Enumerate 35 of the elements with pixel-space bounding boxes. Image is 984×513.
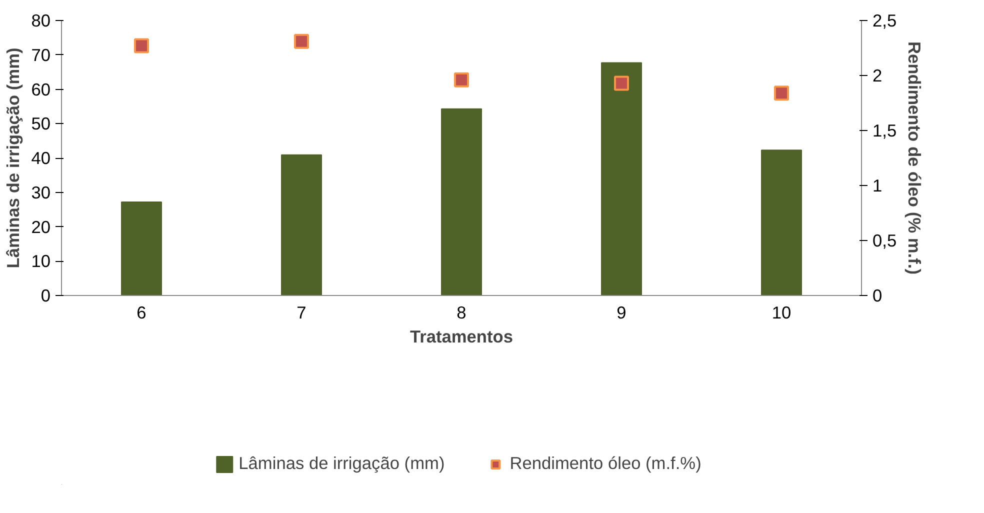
y-tick-label: 80 bbox=[31, 10, 51, 30]
x-axis-title: Tratamentos bbox=[410, 326, 514, 346]
point bbox=[614, 76, 629, 91]
y-tick-label: 40 bbox=[31, 148, 51, 168]
point bbox=[294, 34, 309, 49]
point bbox=[134, 38, 149, 54]
bar bbox=[601, 62, 642, 296]
y2-tick-label: 0,5 bbox=[872, 230, 897, 250]
bar bbox=[761, 150, 802, 296]
y-tick-label: 30 bbox=[31, 182, 51, 202]
y2-tick-label: 2 bbox=[872, 66, 882, 86]
legend-label: Lâminas de irrigação (mm) bbox=[238, 453, 445, 474]
bar bbox=[441, 108, 482, 296]
y-tick-label: 20 bbox=[31, 216, 51, 237]
y-tick-label: 0 bbox=[40, 286, 51, 306]
y-tick-label: 60 bbox=[31, 79, 51, 100]
x-tick-label: 6 bbox=[136, 302, 146, 322]
y-tick-label: 10 bbox=[31, 251, 51, 272]
y2-tick-label: 1 bbox=[872, 176, 882, 196]
legend-label: Rendimento óleo (m.f.%) bbox=[510, 453, 702, 474]
bar bbox=[281, 154, 322, 296]
x-tick-label: 8 bbox=[456, 302, 466, 322]
y2-tick-label: 1,5 bbox=[872, 120, 897, 140]
y-tick-label: 50 bbox=[31, 114, 51, 134]
x-tick-label: 7 bbox=[296, 302, 306, 322]
y2-tick-label: 2,5 bbox=[872, 10, 897, 30]
x-tick-label: 10 bbox=[772, 302, 792, 322]
point bbox=[454, 72, 469, 88]
y-tick-label: 70 bbox=[31, 44, 51, 65]
bar bbox=[121, 202, 162, 296]
y2-axis-title: Rendimento de óleo (% m.f.) bbox=[904, 42, 925, 274]
y2-tick-label: 0 bbox=[872, 286, 882, 306]
x-tick-label: 9 bbox=[616, 302, 626, 322]
point bbox=[774, 86, 789, 101]
y-axis-title: Lâminas de irrigação (mm) bbox=[3, 48, 24, 268]
